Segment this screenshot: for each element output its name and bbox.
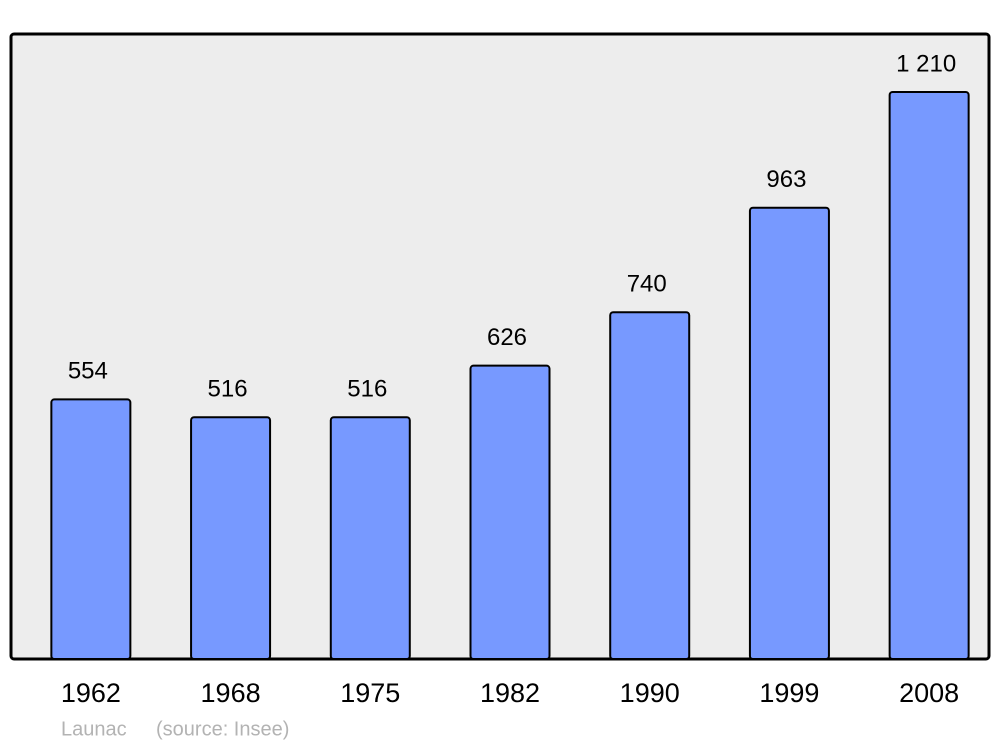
value-label: 554	[68, 358, 108, 385]
x-tick-label: 1962	[61, 678, 121, 708]
x-tick-label: 1975	[340, 678, 400, 708]
bar	[329, 416, 411, 660]
bar	[748, 206, 830, 660]
x-tick-label: 1999	[759, 678, 819, 708]
value-label: 1 210	[896, 50, 956, 77]
bar	[888, 91, 970, 660]
value-label: 963	[766, 166, 806, 193]
bar	[50, 398, 132, 660]
x-tick-label: 1990	[620, 678, 680, 708]
x-tick-label: 1982	[480, 678, 540, 708]
value-label: 516	[208, 376, 248, 403]
value-label: 516	[347, 376, 387, 403]
bar	[609, 311, 691, 660]
value-label: 626	[487, 324, 527, 351]
caption: Launac	[61, 718, 127, 740]
bar	[469, 364, 551, 660]
value-label: 740	[627, 271, 667, 298]
source: (source: Insee)	[156, 718, 289, 740]
x-tick-label: 2008	[899, 678, 959, 708]
x-tick-label: 1968	[201, 678, 261, 708]
bar	[190, 416, 272, 660]
